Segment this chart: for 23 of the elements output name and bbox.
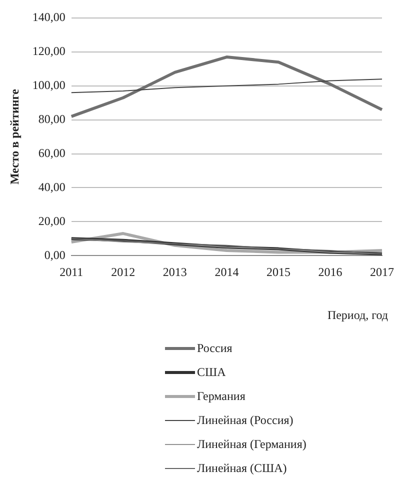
legend-label: Линейная (Германия): [197, 436, 306, 452]
legend-label: Германия: [197, 388, 246, 404]
x-tick-label: 2011: [60, 264, 84, 279]
x-tick-label: 2017: [370, 264, 394, 279]
legend-label: Россия: [197, 340, 232, 356]
x-tick-label: 2013: [162, 264, 187, 279]
x-tick-label: 2015: [266, 264, 290, 279]
legend-label: Линейная (США): [197, 460, 287, 476]
y-tick-label: 40,00: [38, 180, 66, 194]
y-tick-label: 80,00: [38, 112, 66, 126]
y-axis-title: Место в рейтинге: [7, 88, 22, 185]
y-tick-label: 120,00: [32, 44, 66, 58]
x-axis-title: Период, год: [327, 308, 388, 323]
y-tick-label: 100,00: [32, 78, 66, 92]
legend-label: Линейная (Россия): [197, 412, 294, 428]
legend-label: США: [197, 364, 226, 380]
y-tick-label: 0,00: [44, 248, 66, 262]
y-tick-label: 60,00: [38, 146, 66, 160]
y-tick-label: 20,00: [38, 214, 66, 228]
y-tick-label: 140,00: [32, 10, 66, 24]
x-tick-label: 2016: [318, 264, 342, 279]
x-tick-label: 2012: [111, 264, 136, 279]
x-tick-label: 2014: [214, 264, 239, 279]
